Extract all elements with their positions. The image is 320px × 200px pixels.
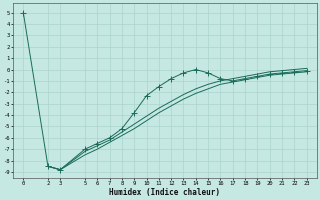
X-axis label: Humidex (Indice chaleur): Humidex (Indice chaleur) (109, 188, 220, 197)
